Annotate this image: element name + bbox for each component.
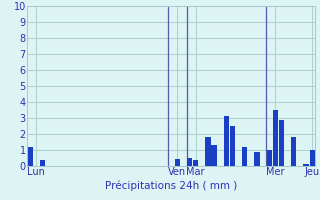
Bar <box>40 160 45 166</box>
Bar <box>224 116 229 166</box>
Bar <box>303 164 308 166</box>
Bar <box>28 147 33 166</box>
Bar <box>254 152 260 166</box>
Bar <box>205 137 211 166</box>
Bar <box>175 159 180 166</box>
Bar <box>273 110 278 166</box>
Bar <box>242 147 247 166</box>
Bar <box>291 137 296 166</box>
Bar <box>309 150 315 166</box>
Bar <box>279 120 284 166</box>
Bar <box>187 158 192 166</box>
Bar <box>193 160 198 166</box>
Bar <box>267 150 272 166</box>
Bar <box>230 126 235 166</box>
Bar <box>212 145 217 166</box>
X-axis label: Précipitations 24h ( mm ): Précipitations 24h ( mm ) <box>105 180 237 191</box>
